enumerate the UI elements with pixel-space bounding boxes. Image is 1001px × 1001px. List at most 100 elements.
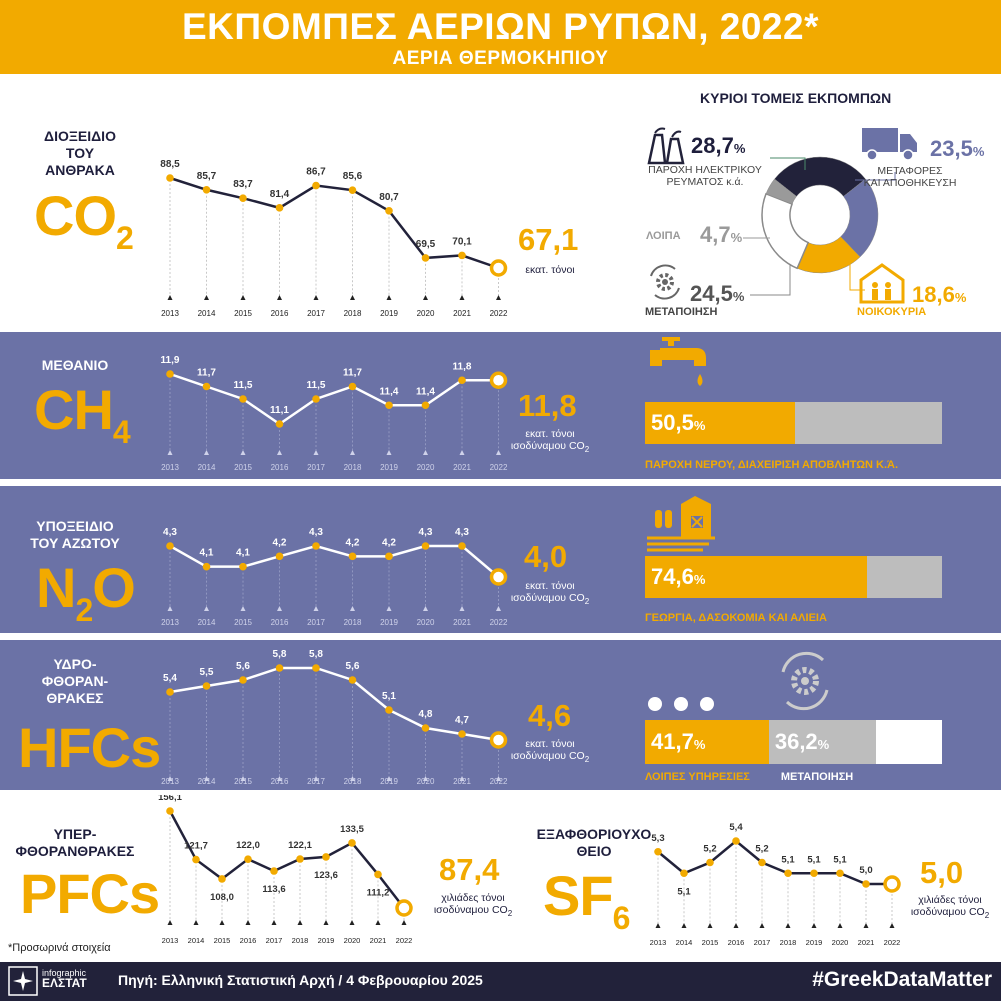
- year-tick-marker: [297, 920, 303, 925]
- n2o-bar-fill: [645, 556, 867, 598]
- hfcs-value: 4,6: [528, 698, 572, 733]
- data-label: 111,2: [367, 887, 390, 898]
- data-label: 123,6: [314, 870, 338, 881]
- n2o-formula-sub: 2: [75, 592, 93, 628]
- series-line: [169, 666, 499, 742]
- year-tick-label: 2017: [307, 618, 325, 627]
- elstat-logo-icon: [8, 966, 38, 996]
- data-label: 5,1: [833, 854, 847, 865]
- data-label: 11,4: [380, 386, 399, 397]
- manufacturing-value: 24,5: [690, 281, 733, 306]
- year-tick-marker: [204, 606, 209, 611]
- data-point-latest: [883, 875, 901, 893]
- footer: infographic ΕΛΣΤΑΤ Πηγή: Ελληνική Στατισ…: [0, 962, 1001, 1001]
- ch4-bar-label: ΠΑΡΟΧΗ ΝΕΡΟΥ, ΔΙΑΧΕΙΡΙΣΗ ΑΠΟΒΛΗΤΩΝ κ.ά.: [645, 459, 899, 471]
- data-point-latest: [489, 259, 508, 277]
- year-tick-marker: [277, 776, 282, 781]
- year-tick-marker: [386, 295, 392, 300]
- year-tick-label: 2019: [380, 309, 398, 318]
- year-tick-marker: [277, 295, 282, 300]
- n2o-unit: εκατ. τόνοι ισοδύναμου CO2: [500, 580, 600, 608]
- year-tick-marker: [863, 923, 869, 928]
- hfcs-unit-sub: 2: [584, 755, 590, 765]
- hfcs-formula: HFCs: [18, 716, 161, 779]
- sf6-formula-main: SF: [543, 864, 614, 927]
- n2o-formula-tail: O: [92, 556, 136, 619]
- data-label: 4,3: [309, 527, 323, 538]
- data-point: [312, 664, 320, 672]
- year-tick-marker: [204, 295, 209, 300]
- data-point: [202, 562, 211, 571]
- header-banner: ΕΚΠΟΜΠΕΣ ΑΕΡΙΩΝ ΡΥΠΩΝ, 2022* ΑΕΡΙΑ ΘΕΡΜΟ…: [0, 0, 1001, 74]
- data-point: [836, 869, 844, 878]
- transport-pct: 23,5%: [930, 136, 984, 162]
- co2-formula-main: CO: [34, 184, 117, 247]
- data-point: [784, 869, 792, 878]
- data-point: [275, 204, 284, 212]
- data-point: [458, 251, 466, 260]
- data-point: [239, 676, 247, 684]
- data-point: [421, 254, 430, 262]
- data-label: 11,8: [453, 361, 472, 372]
- sf6-line-chart: 2013 2014 2015 2016 2017 2018 2019 2020 2021 2022…: [650, 822, 901, 947]
- data-label: 5,2: [703, 844, 716, 855]
- year-tick-marker: [423, 606, 428, 611]
- data-label: 5,5: [200, 667, 214, 678]
- n2o-unit-sub: 2: [584, 597, 590, 607]
- data-label: 4,3: [163, 527, 177, 538]
- year-tick-marker: [496, 450, 501, 455]
- year-tick-marker: [350, 776, 355, 781]
- year-tick-label: 2019: [380, 777, 398, 786]
- transport-label: ΜΕΤΑΦΟΡΕΣ ΚΑΙ ΑΠΟΘΗΚΕΥΣΗ: [855, 165, 965, 189]
- pfcs-unit: χιλιάδες τόνοι ισοδύναμου CO2: [418, 892, 528, 920]
- data-point: [192, 855, 200, 864]
- hfcs-manufacturing-pct-sign: %: [817, 737, 830, 752]
- transport-pct-sign: %: [972, 144, 985, 159]
- data-label: 5,6: [346, 661, 360, 672]
- n2o-bar-pct: 74,6%: [651, 564, 705, 590]
- year-tick-label: 2013: [161, 309, 179, 318]
- data-point: [862, 880, 870, 888]
- year-tick-marker: [167, 776, 173, 781]
- year-tick-label: 2017: [754, 938, 771, 947]
- year-tick-label: 2017: [307, 463, 325, 472]
- hfcs-bar-pct-manufacturing: 36,2%: [775, 729, 829, 755]
- year-tick-label: 2016: [728, 938, 745, 947]
- data-point: [385, 706, 393, 714]
- data-point: [421, 401, 430, 410]
- year-tick-label: 2021: [370, 936, 387, 945]
- pfcs-line-chart: 2013 2014 2015 2016 2017 2018 2019 2020 2021 2022…: [158, 795, 413, 945]
- co2-formula-sub: 2: [116, 220, 134, 256]
- pfcs-name: ΥΠΕΡ- ΦΘΟΡΑΝΘΡΑΚΕΣ: [0, 826, 150, 860]
- data-label: 122,0: [236, 840, 260, 851]
- co2-formula: CO2: [34, 188, 134, 257]
- data-label: 5,3: [651, 833, 664, 844]
- data-point: [680, 869, 688, 878]
- donut-slice-other: [765, 178, 797, 205]
- data-label: 5,2: [755, 844, 768, 855]
- ch4-bar-value: 50,5: [651, 410, 694, 435]
- year-tick-label: 2019: [380, 618, 398, 627]
- year-tick-marker: [759, 923, 765, 928]
- hfcs-services-pct-sign: %: [693, 737, 706, 752]
- data-point: [202, 382, 211, 391]
- other-label: ΛΟΙΠΑ: [646, 230, 681, 242]
- data-label: 133,5: [340, 824, 364, 835]
- sf6-formula-sub: 6: [612, 900, 631, 936]
- year-tick-label: 2018: [344, 777, 362, 786]
- data-point: [385, 207, 393, 215]
- year-tick-marker: [459, 606, 465, 611]
- manufacturing-pct: 24,5%: [690, 281, 744, 307]
- year-tick-marker: [219, 920, 225, 925]
- n2o-line-chart: 2013 2014 2015 2016 2017 2018 2019 2020 2021 2022…: [161, 527, 508, 627]
- pfcs-name-line: ΦΘΟΡΑΝΘΡΑΚΕΣ: [15, 843, 135, 859]
- data-label: 11,9: [161, 355, 180, 366]
- series-line: [169, 372, 499, 426]
- data-point: [374, 870, 382, 879]
- ch4-line-chart: 2013 2014 2015 2016 2017 2018 2019 2020 2021 2022…: [161, 355, 508, 472]
- pfcs-unit-sub: 2: [507, 909, 513, 919]
- year-tick-label: 2015: [214, 936, 231, 945]
- electricity-pct: 28,7%: [691, 133, 745, 159]
- year-tick-label: 2015: [234, 777, 252, 786]
- data-label: 4,2: [273, 537, 287, 548]
